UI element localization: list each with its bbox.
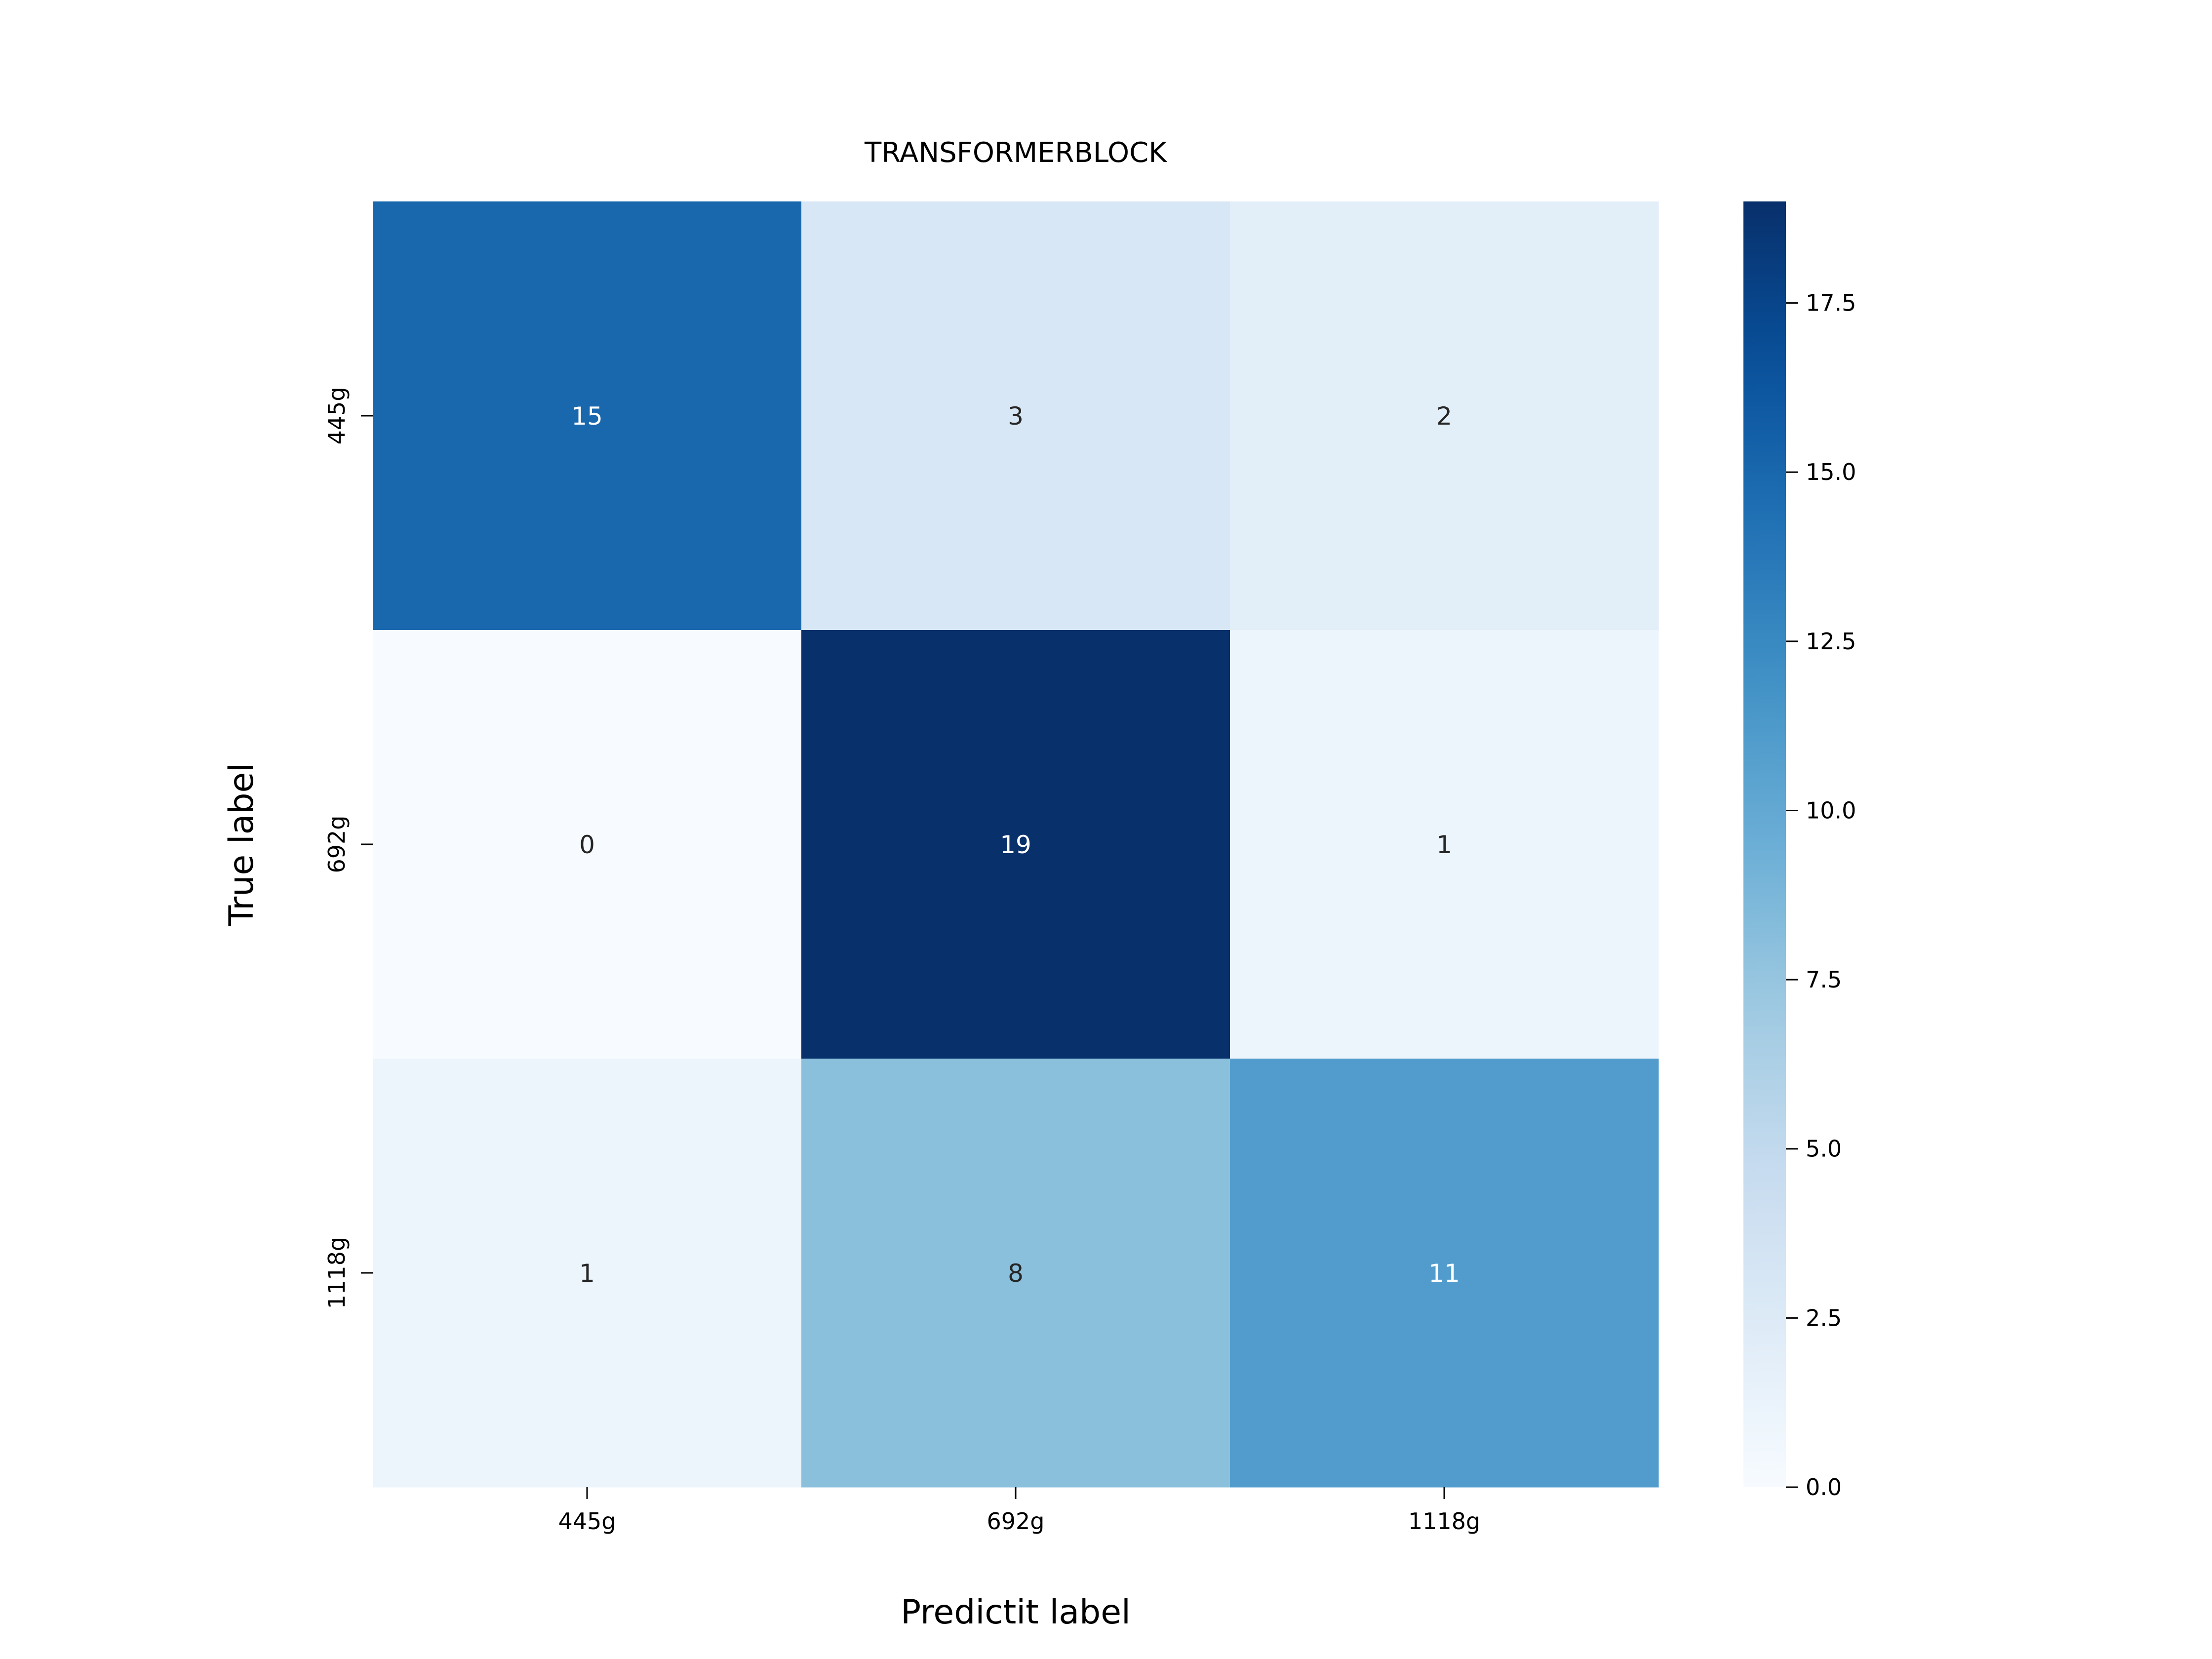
- colorbar-gradient: [1743, 201, 1786, 1487]
- y-tick-label: 692g: [323, 816, 350, 873]
- heatmap-cell: [373, 201, 802, 631]
- cell-value-label: 1: [1436, 830, 1452, 859]
- heatmap-cell: [801, 1059, 1230, 1488]
- heatmap-cell: [801, 201, 1230, 631]
- x-tick-label: 1118g: [1408, 1508, 1480, 1535]
- heatmap-cell: [1230, 1059, 1659, 1488]
- heatmap-cell: [373, 1059, 802, 1488]
- cell-value-label: 11: [1428, 1259, 1460, 1288]
- colorbar-tick-label: 0.0: [1806, 1474, 1842, 1501]
- x-tick-label: 692g: [987, 1508, 1045, 1535]
- cell-value-label: 8: [1008, 1259, 1024, 1288]
- colorbar-tick-label: 17.5: [1806, 290, 1856, 316]
- y-tick-label: 1118g: [323, 1237, 350, 1309]
- heatmap-cell: [1230, 201, 1659, 631]
- y-axis: 445g 692g 1118g: [323, 387, 373, 1309]
- x-axis-label: Predictit label: [901, 1593, 1131, 1632]
- colorbar: 0.0 2.5 5.0 7.5 10.0 12.5 15.0 17.5: [1743, 201, 1856, 1501]
- cell-value-label: 1: [579, 1259, 595, 1288]
- colorbar-tick-label: 15.0: [1806, 459, 1856, 485]
- cell-value-label: 2: [1436, 402, 1452, 431]
- y-axis-label: True label: [222, 763, 261, 927]
- cell-value-label: 3: [1008, 402, 1024, 431]
- colorbar-tick-label: 5.0: [1806, 1136, 1842, 1162]
- cell-value-label: 0: [579, 830, 595, 859]
- heatmap-cell: [373, 630, 802, 1059]
- colorbar-tick-label: 12.5: [1806, 628, 1856, 655]
- heatmap-grid: 15 3 20 19 11 8 11: [373, 201, 1659, 1488]
- heatmap-cell: [1230, 630, 1659, 1059]
- x-axis: 445g 692g 1118g: [558, 1487, 1480, 1535]
- cell-value-label: 19: [1000, 830, 1031, 859]
- heatmap-cell: [801, 630, 1230, 1059]
- y-tick-label: 445g: [323, 387, 350, 445]
- colorbar-tick-label: 7.5: [1806, 966, 1842, 993]
- x-tick-label: 445g: [558, 1508, 616, 1535]
- colorbar-tick-label: 2.5: [1806, 1304, 1842, 1331]
- colorbar-tick-label: 10.0: [1806, 797, 1856, 824]
- cell-value-label: 15: [571, 402, 603, 431]
- chart-title: TRANSFORMERBLOCK: [864, 137, 1167, 169]
